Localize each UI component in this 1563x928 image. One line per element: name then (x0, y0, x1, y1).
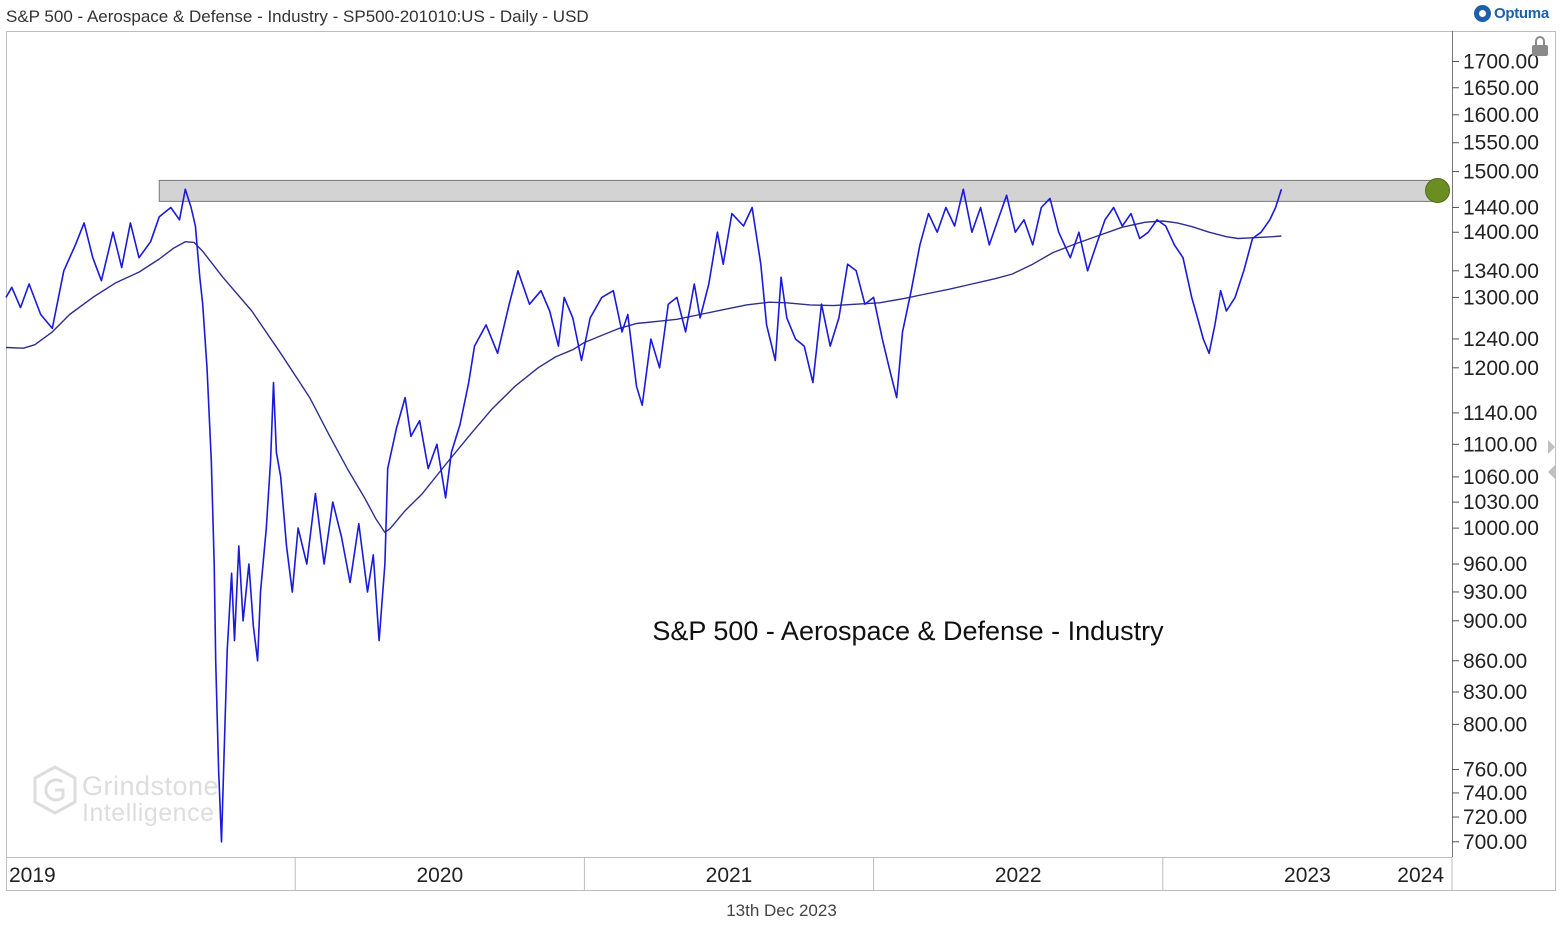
optuma-logo-icon (1474, 5, 1491, 22)
watermark-hex-icon (33, 765, 77, 815)
x-tick-label: 2020 (416, 864, 463, 887)
moving-average-line (5, 220, 1282, 534)
y-tick-label: 1700.00 (1463, 51, 1539, 74)
y-tick-label: 1340.00 (1463, 260, 1539, 283)
y-tick-label: 830.00 (1463, 681, 1527, 704)
y-tick-label: 720.00 (1463, 806, 1527, 829)
chevron-right-icon[interactable] (1548, 440, 1555, 454)
y-tick-label: 740.00 (1463, 782, 1527, 805)
price-series-line (5, 188, 1283, 843)
y-tick-label: 1100.00 (1463, 433, 1537, 456)
y-tick-label: 1140.00 (1463, 402, 1537, 425)
y-tick-label: 1200.00 (1463, 357, 1539, 380)
chart-title: S&P 500 - Aerospace & Defense - Industry (652, 616, 1164, 646)
moving-average-layer (5, 220, 1282, 534)
y-tick-label: 900.00 (1463, 610, 1527, 633)
watermark-line1: Grindstone (82, 771, 220, 801)
y-tick-label: 930.00 (1463, 581, 1527, 604)
y-tick-label: 1030.00 (1463, 491, 1539, 514)
y-tick-label: 1300.00 (1463, 286, 1539, 309)
y-tick-label: 1440.00 (1463, 196, 1539, 219)
watermark: Grindstone Intelligence (32, 763, 242, 833)
y-tick-label: 960.00 (1463, 553, 1527, 576)
watermark-line2: Intelligence (82, 799, 215, 827)
y-tick-label: 1400.00 (1463, 221, 1539, 244)
chevron-left-icon[interactable] (1548, 465, 1555, 479)
x-axis-ticks: 2019 2020 2021 2022 2023 2024 (9, 857, 1453, 890)
brand-name: Optuma (1494, 5, 1549, 22)
highlight-dot (1425, 178, 1451, 204)
y-tick-label: 1650.00 (1463, 77, 1539, 100)
plot-frame (6, 31, 1556, 891)
y-tick-label: 860.00 (1463, 650, 1527, 673)
price-layer (5, 188, 1283, 843)
header-title: S&P 500 - Aerospace & Defense - Industry… (6, 7, 589, 26)
x-tick-label: 2023 (1284, 864, 1331, 887)
x-tick-label: 2021 (706, 864, 753, 887)
x-tick-label: 2022 (995, 864, 1042, 887)
lock-icon[interactable] (1531, 36, 1549, 56)
y-tick-label: 760.00 (1463, 758, 1527, 781)
y-tick-label: 1060.00 (1463, 466, 1539, 489)
y-tick-label: 1500.00 (1463, 161, 1539, 184)
y-tick-label: 1600.00 (1463, 104, 1539, 127)
date-footer: 13th Dec 2023 (726, 901, 837, 920)
x-tick-label: 2024 (1397, 864, 1444, 887)
resistance-band (158, 179, 1441, 202)
y-tick-label: 1240.00 (1463, 328, 1539, 351)
y-tick-label: 1000.00 (1463, 517, 1539, 540)
y-tick-label: 1550.00 (1463, 132, 1539, 155)
brand: Optuma (1474, 5, 1549, 22)
x-tick-label: 2019 (9, 864, 56, 887)
y-tick-label: 800.00 (1463, 713, 1527, 736)
y-tick-label: 700.00 (1463, 831, 1527, 854)
